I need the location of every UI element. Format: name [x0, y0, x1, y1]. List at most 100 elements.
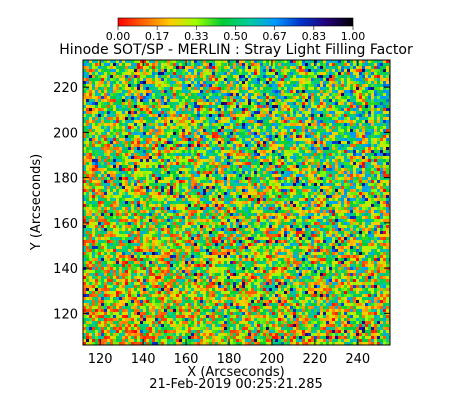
heatmap-cell [233, 99, 236, 102]
heatmap-cell [215, 111, 218, 114]
heatmap-cell [254, 141, 257, 144]
heatmap-cell [86, 90, 89, 93]
heatmap-cell [275, 165, 278, 168]
heatmap-cell [128, 165, 131, 168]
heatmap-cell [326, 81, 329, 84]
heatmap-cell [194, 141, 197, 144]
heatmap-cell [344, 141, 347, 144]
heatmap-cell [347, 90, 350, 93]
heatmap-cell [188, 192, 191, 195]
heatmap-cell [107, 147, 110, 150]
heatmap-cell [143, 153, 146, 156]
heatmap-cell [179, 72, 182, 75]
heatmap-cell [284, 81, 287, 84]
heatmap-cell [95, 111, 98, 114]
heatmap-cell [368, 129, 371, 132]
heatmap-cell [134, 63, 137, 66]
heatmap-cell [107, 105, 110, 108]
heatmap-cell [341, 156, 344, 159]
heatmap-cell [362, 93, 365, 96]
heatmap-cell [353, 195, 356, 198]
heatmap-cell [122, 192, 125, 195]
heatmap-cell [344, 171, 347, 174]
heatmap-cell [260, 159, 263, 162]
heatmap-cell [110, 186, 113, 189]
heatmap-cell [278, 144, 281, 147]
heatmap-cell [86, 156, 89, 159]
heatmap-cell [185, 75, 188, 78]
heatmap-cell [380, 150, 383, 153]
heatmap-cell [140, 141, 143, 144]
heatmap-cell [335, 144, 338, 147]
heatmap-cell [173, 72, 176, 75]
heatmap-cell [329, 87, 332, 90]
heatmap-cell [167, 132, 170, 135]
heatmap-cell [302, 177, 305, 180]
heatmap-cell [272, 192, 275, 195]
heatmap-cell [374, 156, 377, 159]
heatmap-cell [188, 72, 191, 75]
heatmap-cell [215, 132, 218, 135]
heatmap-cell [107, 129, 110, 132]
heatmap-cell [254, 195, 257, 198]
heatmap-cell [146, 177, 149, 180]
heatmap-cell [353, 159, 356, 162]
heatmap-cell [89, 153, 92, 156]
heatmap-cell [104, 87, 107, 90]
heatmap-cell [125, 129, 128, 132]
heatmap-cell [173, 204, 176, 207]
heatmap-cell [320, 105, 323, 108]
heatmap-cell [338, 195, 341, 198]
heatmap-cell [227, 147, 230, 150]
heatmap-cell [107, 183, 110, 186]
heatmap-cell [371, 147, 374, 150]
heatmap-cell [95, 201, 98, 204]
heatmap-cell [164, 75, 167, 78]
heatmap-cell [248, 135, 251, 138]
heatmap-cell [386, 120, 389, 123]
heatmap-cell [278, 72, 281, 75]
heatmap-cell [158, 180, 161, 183]
heatmap-cell [125, 138, 128, 141]
heatmap-cell [260, 75, 263, 78]
heatmap-cell [242, 75, 245, 78]
heatmap-cell [302, 156, 305, 159]
heatmap-cell [281, 165, 284, 168]
heatmap-cell [263, 156, 266, 159]
heatmap-cell [293, 102, 296, 105]
heatmap-cell [158, 69, 161, 72]
heatmap-cell [284, 129, 287, 132]
heatmap-cell [89, 123, 92, 126]
heatmap-cell [239, 147, 242, 150]
heatmap-cell [209, 135, 212, 138]
heatmap-cell [380, 132, 383, 135]
heatmap-cell [194, 120, 197, 123]
heatmap-cell [194, 165, 197, 168]
heatmap-cell [287, 144, 290, 147]
heatmap-cell [263, 105, 266, 108]
heatmap-cell [323, 141, 326, 144]
heatmap-cell [233, 135, 236, 138]
heatmap-cell [359, 90, 362, 93]
heatmap-cell [119, 90, 122, 93]
heatmap-cell [155, 75, 158, 78]
heatmap-cell [95, 120, 98, 123]
heatmap-cell [257, 180, 260, 183]
heatmap-cell [134, 135, 137, 138]
heatmap-cell [335, 105, 338, 108]
heatmap-cell [263, 159, 266, 162]
heatmap-cell [176, 120, 179, 123]
heatmap-cell [92, 111, 95, 114]
heatmap-cell [161, 96, 164, 99]
heatmap-cell [218, 171, 221, 174]
heatmap-cell [305, 165, 308, 168]
heatmap-cell [218, 141, 221, 144]
heatmap-cell [371, 69, 374, 72]
heatmap-cell [149, 69, 152, 72]
heatmap-cell [98, 156, 101, 159]
heatmap-cell [152, 150, 155, 153]
heatmap-cell [224, 135, 227, 138]
heatmap-cell [254, 186, 257, 189]
heatmap-cell [341, 111, 344, 114]
heatmap-cell [125, 183, 128, 186]
